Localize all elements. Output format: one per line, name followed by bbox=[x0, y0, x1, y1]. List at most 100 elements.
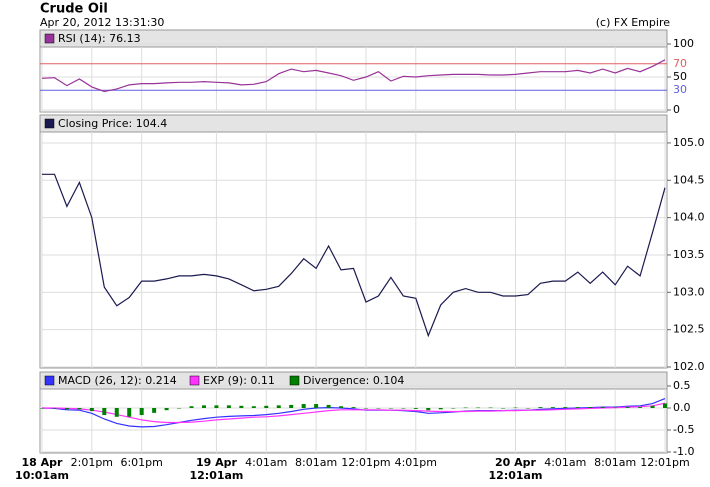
series-line bbox=[42, 173, 666, 338]
bar bbox=[152, 408, 157, 413]
bar bbox=[401, 408, 406, 409]
x-tick-label: 19 Apr 12:01am bbox=[189, 456, 244, 482]
bar bbox=[339, 406, 344, 408]
series-line bbox=[41, 398, 666, 428]
bar bbox=[289, 404, 294, 408]
legend-label: EXP (9): 0.11 bbox=[203, 374, 275, 387]
x-tick-label: 8:01am bbox=[594, 456, 637, 469]
legend-swatch bbox=[289, 375, 300, 386]
legend-swatch bbox=[189, 375, 200, 386]
x-tick-label: 4:01am bbox=[544, 456, 587, 469]
bar bbox=[189, 406, 194, 408]
x-tick-label: 12:01pm bbox=[341, 456, 391, 469]
y-tick-label: 50 bbox=[673, 70, 687, 83]
y-tick-label: 104.5 bbox=[673, 173, 705, 186]
bar bbox=[64, 408, 69, 410]
x-tick-label: 12:01pm bbox=[640, 456, 690, 469]
bar bbox=[239, 405, 244, 408]
bar bbox=[413, 408, 418, 409]
y-tick-label: -1.0 bbox=[673, 445, 694, 458]
legend-swatch bbox=[44, 33, 55, 44]
bar bbox=[314, 404, 319, 408]
bar bbox=[276, 405, 281, 408]
chart-subtitle: Apr 20, 2012 13:31:30 bbox=[40, 16, 164, 29]
x-tick-label: 6:01pm bbox=[120, 456, 163, 469]
legend-swatch bbox=[44, 375, 55, 386]
panel bbox=[39, 114, 668, 369]
x-tick-label: 2:01pm bbox=[70, 456, 114, 469]
bar bbox=[264, 405, 269, 408]
y-tick-label: 0.5 bbox=[673, 379, 691, 392]
bar bbox=[575, 407, 580, 408]
legend-label: MACD (26, 12): 0.214 bbox=[58, 374, 177, 387]
y-tick-label: 100 bbox=[673, 37, 694, 50]
legend-swatch bbox=[44, 118, 55, 129]
bar bbox=[40, 408, 44, 409]
bar bbox=[164, 408, 169, 411]
y-tick-label: 103.0 bbox=[673, 285, 705, 298]
bar bbox=[438, 408, 443, 410]
bar bbox=[52, 408, 57, 409]
bar bbox=[476, 407, 481, 409]
bar bbox=[301, 404, 306, 408]
bar bbox=[388, 408, 393, 409]
y-tick-label: 0.0 bbox=[673, 401, 691, 414]
x-tick-label: 8:01am bbox=[295, 456, 338, 469]
bar bbox=[77, 408, 82, 410]
y-tick-label: 105.0 bbox=[673, 136, 705, 149]
bar bbox=[326, 404, 331, 408]
legend-strip bbox=[39, 29, 668, 48]
y-tick-label: -0.5 bbox=[673, 423, 694, 436]
bar bbox=[351, 407, 356, 408]
bar bbox=[363, 408, 368, 409]
bar bbox=[613, 407, 618, 409]
legend-strip bbox=[39, 114, 668, 133]
x-tick-label: 4:01pm bbox=[394, 456, 437, 469]
bar bbox=[177, 408, 182, 409]
bar bbox=[663, 403, 667, 408]
y-tick-label: 0 bbox=[673, 103, 680, 116]
bar bbox=[525, 408, 530, 409]
reference-label: 30 bbox=[673, 83, 687, 96]
bar bbox=[89, 408, 94, 412]
x-tick-label: 4:01am bbox=[245, 456, 288, 469]
y-tick-label: 102.0 bbox=[673, 360, 705, 373]
bar bbox=[251, 406, 256, 408]
bar bbox=[650, 405, 655, 408]
bar bbox=[600, 407, 605, 408]
bar bbox=[226, 405, 231, 408]
bar bbox=[513, 407, 518, 409]
y-tick-label: 104.0 bbox=[673, 211, 705, 224]
legend-label: RSI (14): 76.13 bbox=[58, 32, 141, 45]
series-line bbox=[42, 402, 666, 424]
bar bbox=[214, 405, 219, 408]
bar bbox=[638, 407, 643, 408]
y-tick-label: 102.5 bbox=[673, 323, 705, 336]
bar bbox=[501, 408, 506, 409]
legend-label: Closing Price: 104.4 bbox=[58, 117, 167, 130]
bar bbox=[102, 408, 107, 416]
series-line bbox=[41, 59, 666, 93]
chart-title: Crude Oil bbox=[40, 2, 108, 17]
bar bbox=[451, 408, 456, 409]
bar bbox=[463, 407, 468, 409]
bar bbox=[139, 408, 144, 416]
bar bbox=[426, 408, 431, 411]
bar bbox=[488, 407, 493, 409]
bar bbox=[127, 408, 132, 417]
bar bbox=[588, 407, 593, 408]
y-tick-label: 103.5 bbox=[673, 248, 705, 261]
bar bbox=[201, 405, 206, 408]
reference-label: 70 bbox=[673, 57, 687, 70]
bar bbox=[563, 407, 568, 408]
credit: (c) FX Empire bbox=[596, 16, 670, 29]
bar bbox=[538, 407, 543, 408]
bar bbox=[625, 407, 630, 408]
bar bbox=[550, 407, 555, 408]
x-tick-label: 18 Apr 10:01am bbox=[15, 456, 69, 482]
bar bbox=[114, 408, 119, 417]
bar bbox=[376, 408, 381, 409]
x-tick-label: 20 Apr 12:01am bbox=[488, 456, 543, 482]
